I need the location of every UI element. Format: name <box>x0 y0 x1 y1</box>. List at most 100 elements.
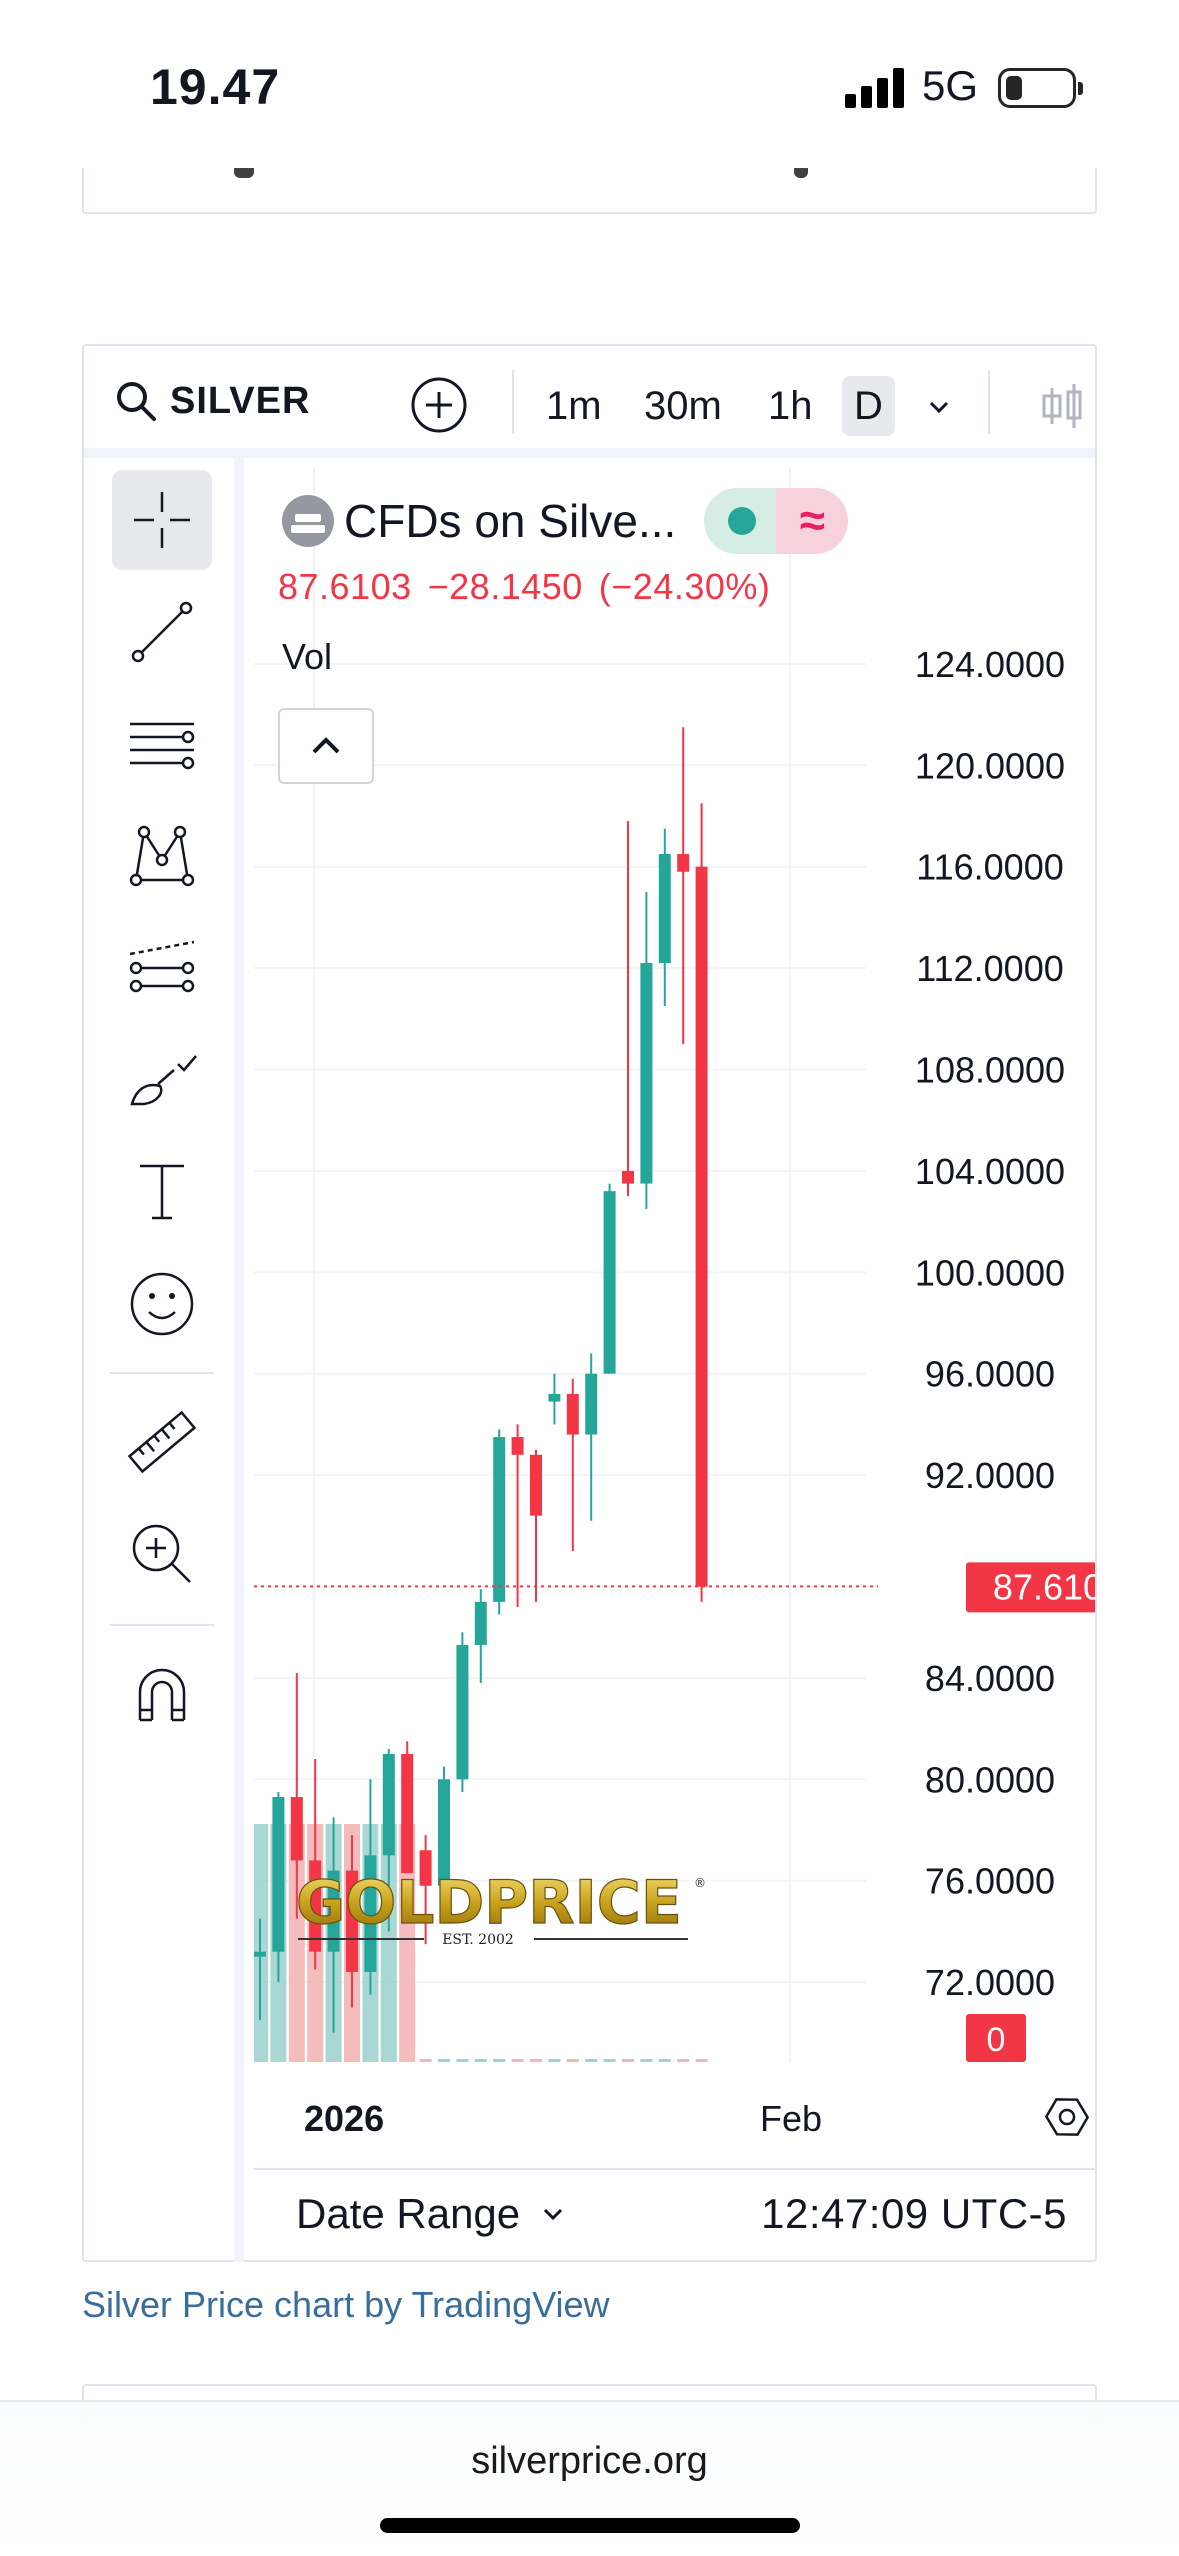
interval-1h[interactable]: 1h <box>768 384 813 428</box>
chevron-down-icon[interactable] <box>922 390 956 424</box>
candle-body <box>401 1753 414 1874</box>
projection-icon <box>129 940 195 993</box>
projection-tool[interactable] <box>112 918 212 1018</box>
text-tool[interactable] <box>112 1142 212 1242</box>
market-open-icon <box>704 488 777 554</box>
plus-circle-icon[interactable] <box>410 376 468 434</box>
price-change-pct: (−24.30%) <box>598 566 771 607</box>
volume-bar <box>677 2059 690 2062</box>
tradingview-widget: SILVER 1m 30m 1h D <box>82 344 1097 2262</box>
clock-label[interactable]: 12:47:09 UTC-5 <box>761 2190 1067 2237</box>
fib-tool[interactable] <box>112 694 212 794</box>
price-axis-label: 120.0000 <box>915 745 1065 786</box>
candle-body <box>493 1437 506 1602</box>
crosshair-tool[interactable] <box>112 470 212 570</box>
volume-bar <box>603 2059 616 2062</box>
attribution-link[interactable]: Silver Price chart by TradingView <box>82 2284 610 2325</box>
volume-legend-label: Vol <box>282 636 333 677</box>
emoji-icon <box>130 1272 194 1336</box>
text-icon <box>140 1164 184 1220</box>
zoom-tool[interactable] <box>112 1504 212 1604</box>
interval-d[interactable]: D <box>842 376 895 436</box>
candle-body <box>603 1191 616 1374</box>
date-range-button[interactable]: Date Range <box>296 2190 568 2238</box>
candle-body <box>290 1797 303 1861</box>
price-axis-label: 100.0000 <box>915 1252 1065 1293</box>
current-price-label: 87.6103 <box>993 1566 1095 1607</box>
price-axis-label: 84.0000 <box>925 1658 1055 1699</box>
volume-bar <box>474 2059 487 2062</box>
home-indicator[interactable] <box>380 2518 800 2533</box>
candle-body <box>272 1797 285 1952</box>
interval-1m[interactable]: 1m <box>546 384 602 428</box>
network-label: 5G <box>922 62 979 109</box>
candle-body <box>640 963 653 1184</box>
silver-bars-icon <box>282 495 334 547</box>
chevron-up-icon <box>312 737 340 754</box>
series-legend[interactable]: CFDs on Silve... ≈ <box>282 488 849 554</box>
price-change: −28.1450 <box>427 566 583 607</box>
candle-type-icon[interactable] <box>1032 376 1092 436</box>
chart-pane[interactable]: 124.0000 120.0000 116.0000 112.0000 108.0000… <box>254 468 1095 2062</box>
price-axis-label: 124.0000 <box>915 644 1065 685</box>
symbol-label: SILVER <box>170 379 311 422</box>
time-tick-month: Feb <box>760 2098 823 2139</box>
price-axis-label: 76.0000 <box>925 1861 1055 1902</box>
market-status-pills[interactable]: ≈ <box>704 488 849 554</box>
volume-bar <box>530 2059 542 2062</box>
trend-line-icon <box>131 601 193 663</box>
ruler-icon <box>127 1410 197 1474</box>
candle-body <box>364 1855 377 1972</box>
candlestick-chart[interactable]: 124.0000 120.0000 116.0000 112.0000 108.0000… <box>254 468 1095 2062</box>
search-icon <box>117 382 156 421</box>
settings-hex-icon[interactable] <box>1042 2092 1092 2142</box>
volume-tag <box>966 2014 1026 2062</box>
current-price-tag <box>966 1562 1095 1613</box>
candle-body <box>419 1850 432 1886</box>
magnet-tool[interactable] <box>112 1644 212 1744</box>
magnet-icon <box>138 1668 186 1722</box>
candle-body <box>622 1170 634 1184</box>
price-axis-label: 108.0000 <box>915 1050 1065 1091</box>
volume-bar <box>511 2059 524 2062</box>
toolbar-separator <box>110 1624 214 1626</box>
symbol-search[interactable]: SILVER <box>114 376 310 426</box>
toolbar-separator <box>110 1372 214 1374</box>
candle-body <box>511 1437 524 1455</box>
browser-address-bar[interactable]: silverprice.org <box>0 2400 1179 2556</box>
top-toolbar: SILVER 1m 30m 1h D <box>84 346 1095 458</box>
candle-body <box>658 854 671 964</box>
trend-line-tool[interactable] <box>112 582 212 682</box>
emoji-tool[interactable] <box>112 1254 212 1354</box>
collapse-legend-button[interactable] <box>278 708 374 784</box>
volume-bar <box>456 2059 469 2062</box>
previous-card <box>82 168 1097 214</box>
pattern-tool[interactable] <box>112 806 212 906</box>
time-tick-year: 2026 <box>304 2098 385 2139</box>
series-title: CFDs on Silve... <box>344 495 677 547</box>
toolbar-divider <box>988 370 990 434</box>
date-range-label: Date Range <box>296 2190 521 2237</box>
volume-bar <box>585 2059 598 2062</box>
volume-tag-label: 0 <box>987 2021 1006 2059</box>
brush-tool[interactable] <box>112 1030 212 1130</box>
candle-body <box>327 1870 340 1952</box>
last-price: 87.6103 <box>278 566 412 607</box>
ruler-tool[interactable] <box>112 1392 212 1492</box>
legend-values: 87.6103 −28.1450 (−24.30%) <box>278 566 770 608</box>
delayed-data-icon: ≈ <box>776 488 849 554</box>
price-axis-label: 112.0000 <box>916 948 1063 989</box>
interval-30m[interactable]: 30m <box>644 384 722 428</box>
candle-body <box>456 1644 469 1780</box>
price-axis-label: 104.0000 <box>915 1151 1065 1192</box>
candle-body <box>566 1393 579 1435</box>
volume-bar <box>548 2059 561 2062</box>
candle-body <box>548 1393 561 1402</box>
candle-body <box>695 866 708 1587</box>
chevron-down-icon <box>544 2208 563 2221</box>
crosshair-icon <box>134 492 190 548</box>
candle-body <box>585 1373 598 1435</box>
time-axis[interactable]: 2026 Feb <box>254 2062 1095 2170</box>
url-label[interactable]: silverprice.org <box>471 2440 708 2482</box>
candle-body <box>474 1601 487 1645</box>
